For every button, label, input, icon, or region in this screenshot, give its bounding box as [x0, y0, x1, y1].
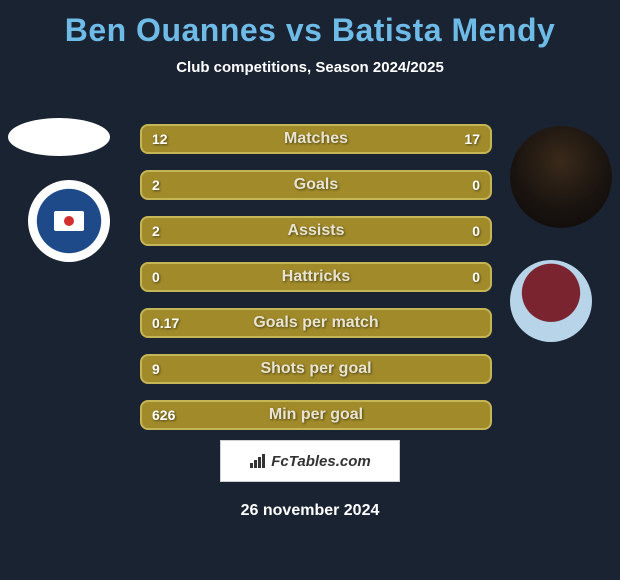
footer-brand-text: FcTables.com	[271, 453, 370, 470]
subtitle: Club competitions, Season 2024/2025	[0, 59, 620, 76]
stat-right-value: 0	[430, 223, 480, 239]
club-left-badge	[28, 180, 110, 262]
stat-label: Matches	[284, 130, 348, 148]
stat-left-value: 2	[152, 223, 202, 239]
stat-row-matches: 12 Matches 17	[140, 124, 492, 154]
stat-left-value: 9	[152, 361, 202, 377]
player-left-avatar	[8, 118, 110, 156]
stat-left-value: 12	[152, 131, 202, 147]
stats-container: 12 Matches 17 2 Goals 0 2 Assists 0 0 Ha…	[140, 124, 492, 446]
club-right-badge	[510, 260, 592, 342]
club-left-dot	[64, 216, 74, 226]
stat-label: Hattricks	[282, 268, 350, 286]
stat-left-value: 626	[152, 407, 202, 423]
stat-label: Min per goal	[269, 406, 363, 424]
stat-row-shots-per-goal: 9 Shots per goal	[140, 354, 492, 384]
stat-label: Goals	[294, 176, 338, 194]
stat-left-value: 0	[152, 269, 202, 285]
stat-right-value: 17	[430, 131, 480, 147]
chart-icon	[249, 454, 267, 468]
player-right-avatar	[510, 126, 612, 228]
stat-label: Shots per goal	[260, 360, 371, 378]
stat-left-value: 0.17	[152, 315, 202, 331]
stat-left-value: 2	[152, 177, 202, 193]
stat-row-hattricks: 0 Hattricks 0	[140, 262, 492, 292]
date: 26 november 2024	[0, 502, 620, 520]
stat-row-goals: 2 Goals 0	[140, 170, 492, 200]
page-title: Ben Ouannes vs Batista Mendy	[0, 0, 620, 49]
stat-right-value: 0	[430, 177, 480, 193]
footer-brand: FcTables.com	[220, 440, 400, 482]
stat-label: Assists	[288, 222, 345, 240]
stat-row-goals-per-match: 0.17 Goals per match	[140, 308, 492, 338]
stat-right-value: 0	[430, 269, 480, 285]
stat-row-assists: 2 Assists 0	[140, 216, 492, 246]
club-left-flag	[54, 211, 84, 231]
stat-row-min-per-goal: 626 Min per goal	[140, 400, 492, 430]
stat-label: Goals per match	[253, 314, 378, 332]
